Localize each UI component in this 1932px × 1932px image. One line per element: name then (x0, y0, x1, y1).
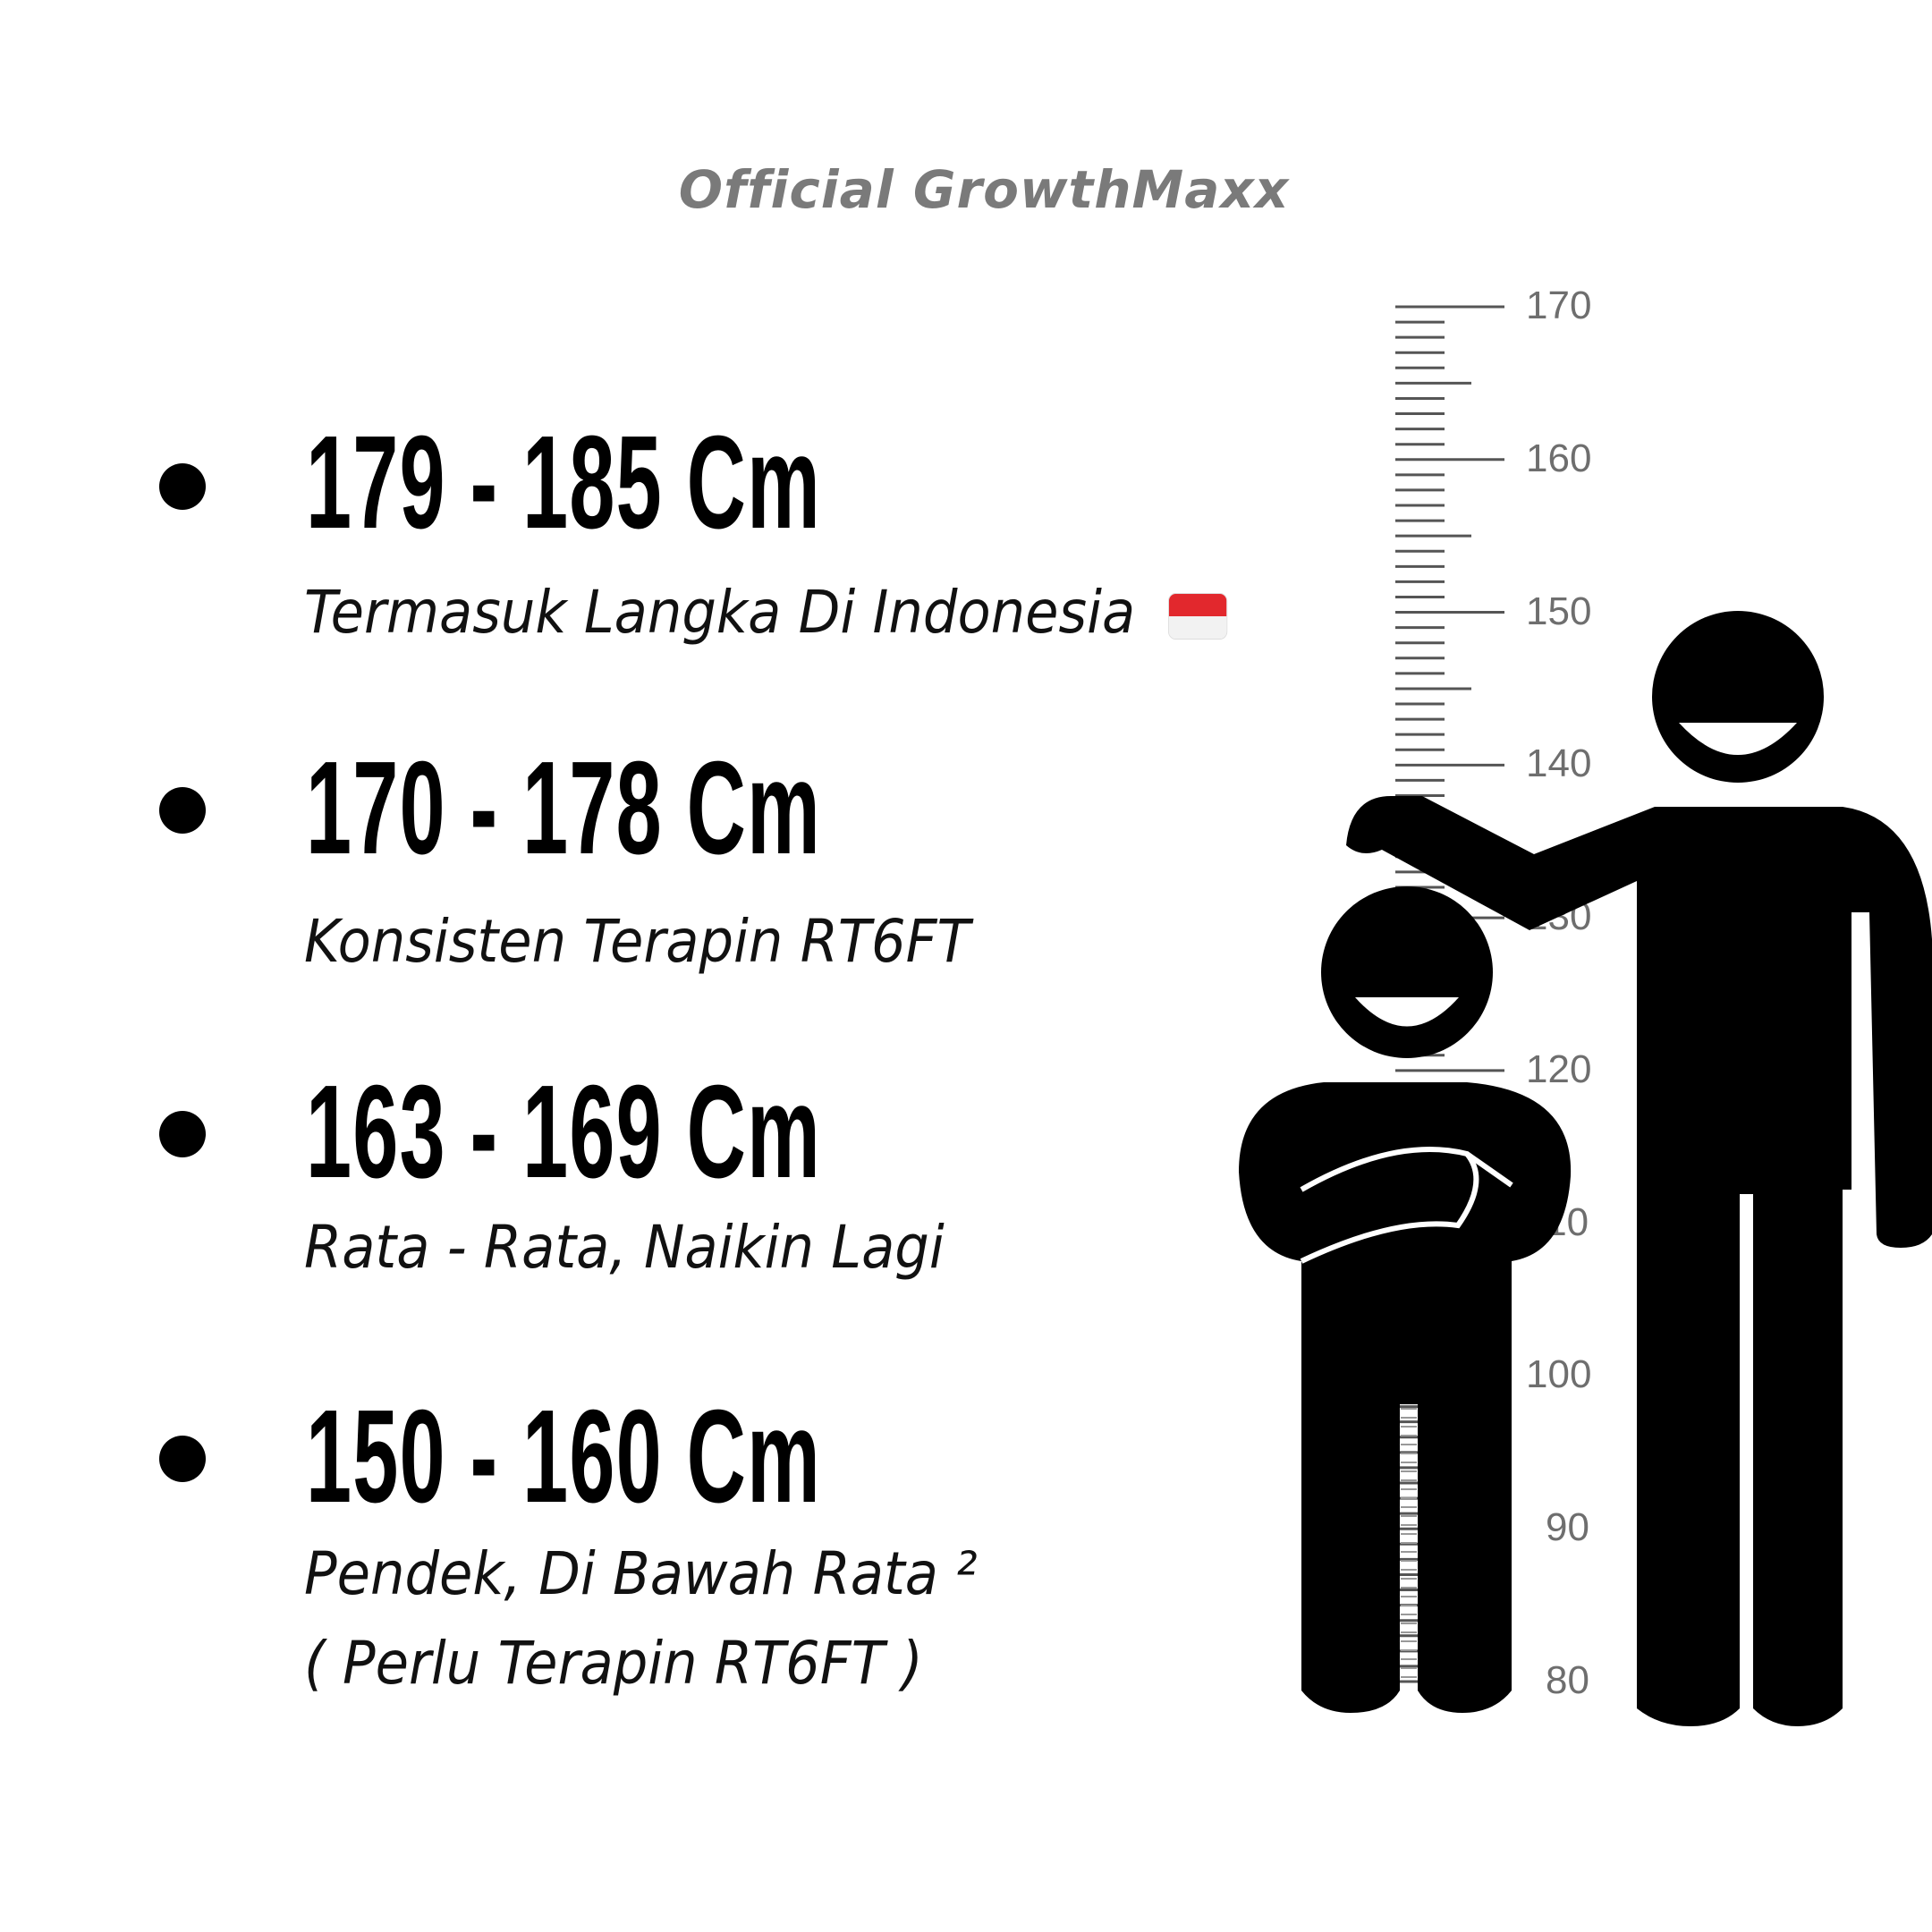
ruler-tick-label: 90 (1546, 1505, 1589, 1550)
height-desc-4-line2: ( Perlu Terapin RT6FT ) (304, 1629, 923, 1698)
ruler-tick-label: 120 (1526, 1046, 1592, 1091)
bullet-dot (159, 787, 206, 834)
ruler-tick-label: 160 (1526, 436, 1592, 480)
child-figure (1239, 886, 1572, 1713)
height-desc-4-line1: Pendek, Di Bawah Rata ² (304, 1539, 978, 1608)
child-leg-ticks (1401, 1408, 1417, 1678)
bullet-dot (159, 463, 206, 510)
height-desc-1-text: Termasuk Langka Di Indonesia (304, 578, 1136, 647)
indonesia-flag-icon (1168, 593, 1227, 639)
ruler-tick-label: 100 (1526, 1352, 1592, 1397)
bullet-dot (159, 1111, 206, 1157)
brand-title: Official GrowthMaxx (678, 159, 1290, 220)
height-desc-3: Rata - Rata, Naikin Lagi (304, 1213, 945, 1282)
ruler-tick-label: 80 (1546, 1658, 1589, 1702)
height-desc-1: Termasuk Langka Di Indonesia (304, 568, 1227, 657)
adult-figure (1346, 611, 1932, 1726)
height-desc-2: Konsisten Terapin RT6FT (304, 907, 970, 976)
bullet-dot (159, 1436, 206, 1482)
ruler-tick-label: 140 (1526, 741, 1592, 786)
ruler-tick-label: 170 (1526, 284, 1592, 327)
ruler-tick-label: 150 (1526, 589, 1592, 633)
